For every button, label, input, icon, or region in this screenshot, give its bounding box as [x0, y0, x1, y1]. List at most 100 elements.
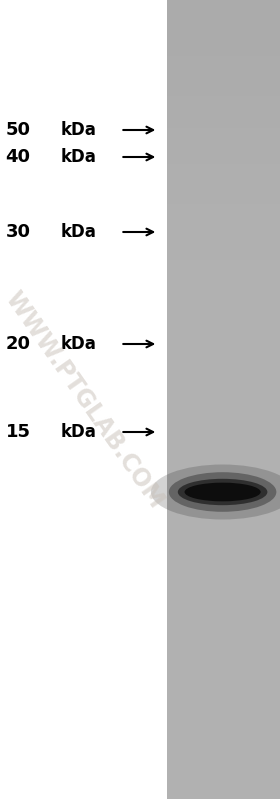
Bar — [167, 224, 280, 228]
Bar — [167, 495, 280, 499]
Bar — [167, 699, 280, 703]
Text: kDa: kDa — [60, 335, 96, 353]
Bar — [167, 747, 280, 751]
Bar — [167, 368, 280, 372]
Bar — [167, 659, 280, 663]
Bar — [167, 120, 280, 124]
Bar — [167, 76, 280, 80]
Bar — [167, 419, 280, 423]
Bar — [167, 312, 280, 316]
Bar — [167, 719, 280, 723]
Bar — [167, 96, 280, 100]
Bar — [167, 60, 280, 64]
Bar — [167, 767, 280, 771]
Bar — [167, 248, 280, 252]
Bar — [167, 511, 280, 515]
Bar — [167, 328, 280, 332]
Bar — [167, 771, 280, 775]
Bar — [167, 288, 280, 292]
Bar — [167, 787, 280, 791]
Bar — [167, 320, 280, 324]
Bar — [167, 431, 280, 435]
Bar — [167, 272, 280, 276]
Bar — [167, 583, 280, 587]
Bar — [167, 743, 280, 747]
Bar — [167, 603, 280, 607]
Bar — [167, 443, 280, 447]
Text: 40: 40 — [6, 148, 31, 166]
Bar — [167, 551, 280, 555]
Bar — [167, 731, 280, 735]
Bar — [167, 196, 280, 200]
Bar — [167, 791, 280, 795]
Bar — [167, 403, 280, 407]
Bar — [167, 427, 280, 431]
Bar — [167, 735, 280, 739]
Bar — [167, 124, 280, 128]
Bar — [167, 627, 280, 631]
Bar — [167, 615, 280, 619]
Bar — [167, 376, 280, 380]
Bar — [167, 236, 280, 240]
Bar — [167, 220, 280, 224]
Bar — [167, 112, 280, 116]
Bar — [167, 467, 280, 471]
Bar — [167, 567, 280, 571]
Bar — [167, 687, 280, 691]
Bar — [167, 527, 280, 531]
Bar — [167, 168, 280, 172]
Bar — [167, 180, 280, 184]
Bar — [167, 703, 280, 707]
Bar — [167, 188, 280, 192]
Bar — [167, 655, 280, 659]
Bar — [167, 264, 280, 268]
Bar — [167, 240, 280, 244]
Bar — [167, 415, 280, 419]
Bar — [167, 400, 280, 403]
Bar — [167, 80, 280, 84]
Bar — [167, 407, 280, 411]
Bar — [167, 631, 280, 635]
Bar — [167, 455, 280, 459]
Bar — [167, 471, 280, 475]
Bar — [167, 280, 280, 284]
Bar — [167, 200, 280, 204]
Bar — [167, 364, 280, 368]
Bar — [167, 396, 280, 400]
Bar — [167, 4, 280, 8]
Bar — [167, 36, 280, 40]
Bar — [167, 775, 280, 779]
Bar — [167, 691, 280, 695]
Bar — [167, 284, 280, 288]
Bar — [167, 599, 280, 603]
Bar — [167, 88, 280, 92]
Bar — [167, 639, 280, 643]
Bar — [167, 555, 280, 559]
Bar — [167, 0, 280, 4]
Bar — [167, 108, 280, 112]
Bar — [167, 28, 280, 32]
Bar — [167, 547, 280, 551]
Bar — [167, 523, 280, 527]
Bar — [167, 587, 280, 591]
Bar — [167, 184, 280, 188]
Bar — [167, 463, 280, 467]
Bar — [167, 451, 280, 455]
Bar — [167, 759, 280, 763]
Bar — [167, 48, 280, 52]
Bar — [167, 92, 280, 96]
Bar — [167, 56, 280, 60]
Bar — [167, 683, 280, 687]
Ellipse shape — [178, 479, 267, 505]
Text: kDa: kDa — [60, 423, 96, 441]
Bar — [167, 679, 280, 683]
Bar — [167, 32, 280, 36]
Bar — [167, 304, 280, 308]
Bar — [167, 344, 280, 348]
Bar — [167, 84, 280, 88]
Bar — [167, 176, 280, 180]
Bar — [167, 563, 280, 567]
Bar — [167, 172, 280, 176]
Bar — [167, 216, 280, 220]
Bar — [167, 447, 280, 451]
